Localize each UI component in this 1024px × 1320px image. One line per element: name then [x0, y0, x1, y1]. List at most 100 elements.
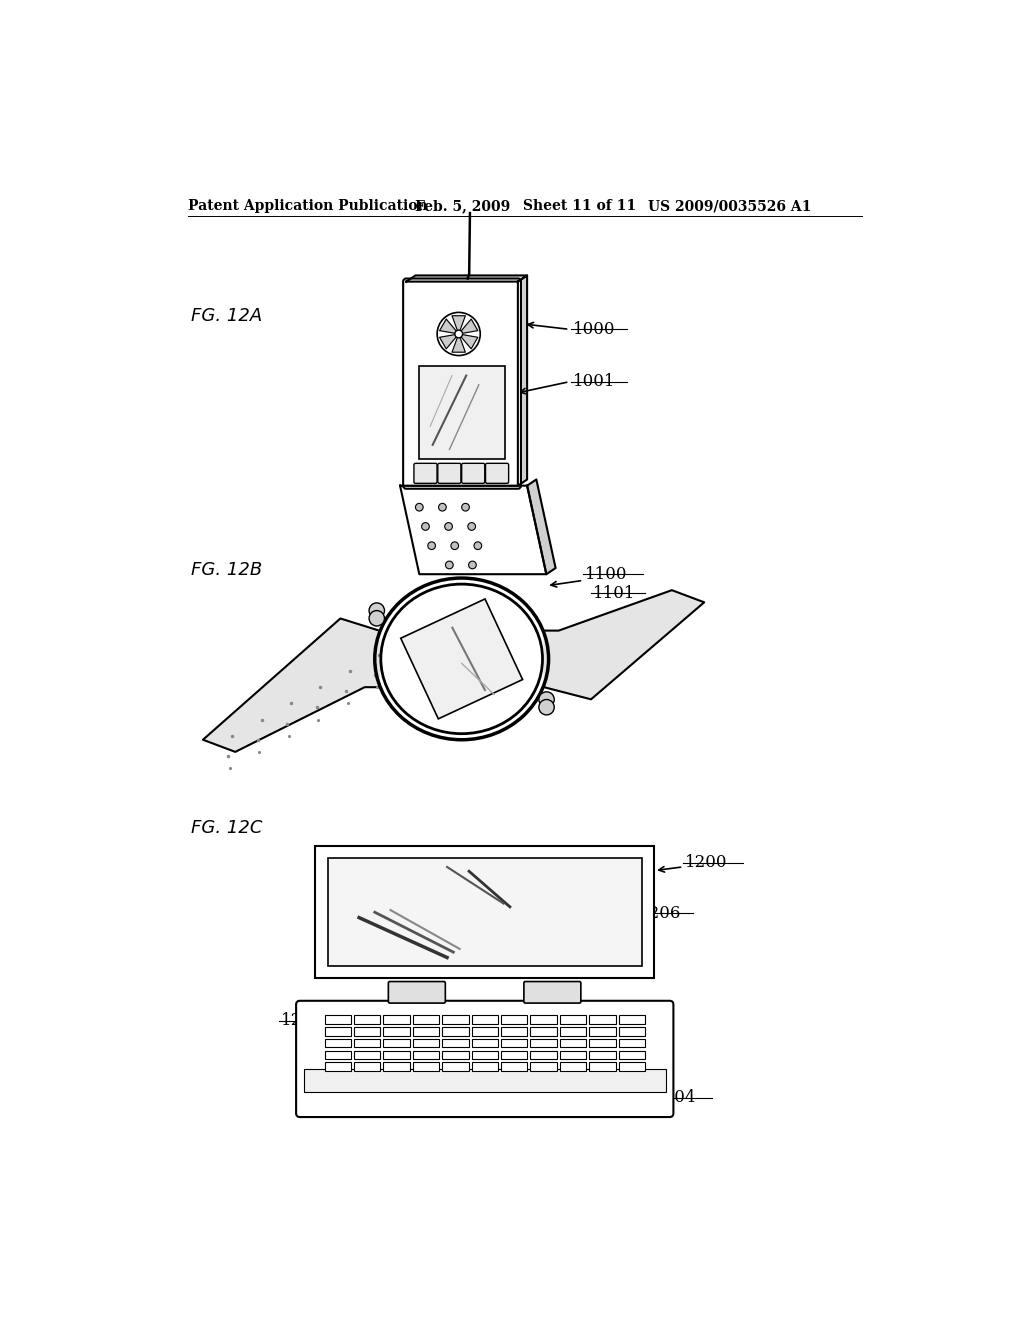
FancyBboxPatch shape — [354, 1027, 380, 1036]
FancyBboxPatch shape — [589, 1039, 615, 1048]
FancyBboxPatch shape — [442, 1063, 469, 1071]
FancyBboxPatch shape — [413, 1063, 439, 1071]
FancyBboxPatch shape — [383, 1015, 410, 1024]
FancyBboxPatch shape — [501, 1039, 527, 1048]
Text: 1100: 1100 — [585, 566, 628, 582]
FancyBboxPatch shape — [560, 1039, 586, 1048]
Circle shape — [438, 503, 446, 511]
FancyBboxPatch shape — [354, 1051, 380, 1059]
FancyBboxPatch shape — [589, 1051, 615, 1059]
FancyBboxPatch shape — [413, 1051, 439, 1059]
Circle shape — [428, 541, 435, 549]
Polygon shape — [452, 315, 465, 334]
Polygon shape — [518, 276, 527, 486]
FancyBboxPatch shape — [472, 1015, 498, 1024]
Text: 1204: 1204 — [654, 1089, 696, 1106]
FancyBboxPatch shape — [438, 463, 461, 483]
Polygon shape — [544, 590, 705, 700]
Circle shape — [445, 561, 454, 569]
FancyBboxPatch shape — [383, 1051, 410, 1059]
FancyBboxPatch shape — [618, 1039, 645, 1048]
FancyBboxPatch shape — [530, 1027, 557, 1036]
FancyBboxPatch shape — [413, 1015, 439, 1024]
FancyBboxPatch shape — [530, 1051, 557, 1059]
FancyBboxPatch shape — [472, 1039, 498, 1048]
FancyBboxPatch shape — [530, 1039, 557, 1048]
Polygon shape — [439, 334, 459, 348]
FancyBboxPatch shape — [414, 463, 437, 483]
FancyBboxPatch shape — [442, 1027, 469, 1036]
Polygon shape — [203, 619, 379, 752]
FancyBboxPatch shape — [325, 1027, 351, 1036]
FancyBboxPatch shape — [325, 1015, 351, 1024]
Text: Feb. 5, 2009: Feb. 5, 2009 — [416, 199, 511, 213]
FancyBboxPatch shape — [354, 1063, 380, 1071]
FancyBboxPatch shape — [413, 1039, 439, 1048]
FancyBboxPatch shape — [419, 366, 505, 459]
FancyBboxPatch shape — [524, 982, 581, 1003]
FancyBboxPatch shape — [472, 1051, 498, 1059]
FancyBboxPatch shape — [388, 982, 445, 1003]
FancyBboxPatch shape — [325, 1051, 351, 1059]
FancyBboxPatch shape — [560, 1015, 586, 1024]
FancyBboxPatch shape — [328, 858, 642, 966]
FancyBboxPatch shape — [325, 1039, 351, 1048]
FancyBboxPatch shape — [560, 1063, 586, 1071]
FancyBboxPatch shape — [560, 1051, 586, 1059]
Text: 1200: 1200 — [685, 854, 727, 871]
FancyBboxPatch shape — [589, 1015, 615, 1024]
FancyBboxPatch shape — [304, 1069, 666, 1093]
Text: FG. 12A: FG. 12A — [190, 308, 262, 325]
Polygon shape — [407, 276, 527, 281]
Circle shape — [444, 523, 453, 531]
Circle shape — [416, 503, 423, 511]
FancyBboxPatch shape — [589, 1063, 615, 1071]
Circle shape — [369, 611, 384, 626]
FancyBboxPatch shape — [472, 1063, 498, 1071]
FancyBboxPatch shape — [403, 279, 521, 488]
FancyBboxPatch shape — [383, 1039, 410, 1048]
FancyBboxPatch shape — [618, 1063, 645, 1071]
Ellipse shape — [381, 585, 543, 734]
FancyBboxPatch shape — [501, 1063, 527, 1071]
FancyBboxPatch shape — [462, 463, 484, 483]
Circle shape — [539, 692, 554, 708]
Circle shape — [369, 603, 384, 618]
Text: FG. 12B: FG. 12B — [190, 561, 262, 579]
Text: 1202: 1202 — [281, 1012, 324, 1030]
FancyBboxPatch shape — [618, 1027, 645, 1036]
FancyBboxPatch shape — [354, 1039, 380, 1048]
FancyBboxPatch shape — [618, 1015, 645, 1024]
Text: 1206: 1206 — [639, 904, 681, 921]
FancyBboxPatch shape — [354, 1015, 380, 1024]
FancyBboxPatch shape — [501, 1027, 527, 1036]
Polygon shape — [459, 334, 478, 348]
Circle shape — [451, 541, 459, 549]
Polygon shape — [400, 599, 522, 719]
Circle shape — [468, 523, 475, 531]
FancyBboxPatch shape — [485, 463, 509, 483]
Text: Sheet 11 of 11: Sheet 11 of 11 — [523, 199, 636, 213]
Circle shape — [539, 700, 554, 715]
Circle shape — [474, 541, 481, 549]
Polygon shape — [459, 319, 478, 334]
Circle shape — [462, 503, 469, 511]
FancyBboxPatch shape — [530, 1063, 557, 1071]
Polygon shape — [527, 479, 556, 574]
Text: FG. 12C: FG. 12C — [190, 820, 262, 837]
FancyBboxPatch shape — [501, 1051, 527, 1059]
FancyBboxPatch shape — [383, 1063, 410, 1071]
FancyBboxPatch shape — [589, 1027, 615, 1036]
Text: 1001: 1001 — [573, 374, 615, 391]
Polygon shape — [452, 334, 465, 352]
Text: 1000: 1000 — [573, 321, 615, 338]
Text: 1101: 1101 — [593, 585, 635, 602]
Polygon shape — [439, 319, 459, 334]
FancyBboxPatch shape — [442, 1015, 469, 1024]
FancyBboxPatch shape — [530, 1015, 557, 1024]
Circle shape — [422, 523, 429, 531]
Text: US 2009/0035526 A1: US 2009/0035526 A1 — [648, 199, 811, 213]
FancyBboxPatch shape — [442, 1039, 469, 1048]
FancyBboxPatch shape — [315, 846, 654, 978]
FancyBboxPatch shape — [442, 1051, 469, 1059]
